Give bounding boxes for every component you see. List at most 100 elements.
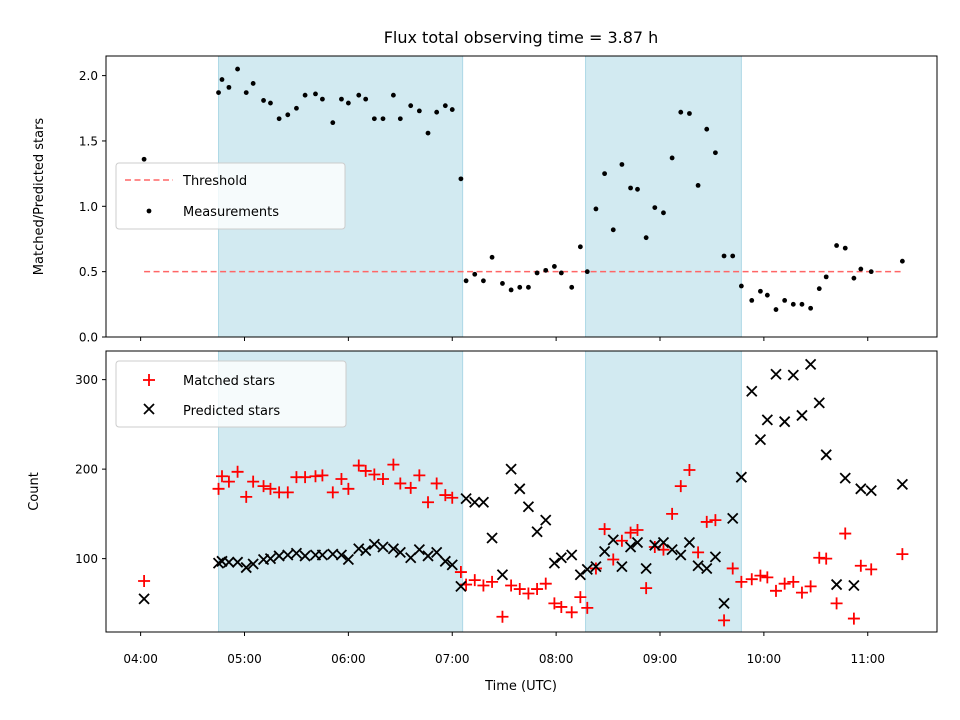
predicted-star-point — [581, 563, 593, 575]
matched-star-point — [692, 546, 705, 559]
legend-measurements-label: Measurements — [183, 205, 279, 220]
measurement-point — [782, 298, 788, 303]
x-tick-label: 10:00 — [747, 652, 782, 666]
measurement-point — [408, 103, 414, 109]
matched-star-point — [454, 566, 467, 579]
predicted-star-point — [316, 549, 329, 561]
matched-star-point — [368, 468, 381, 481]
predicted-star-point — [505, 463, 517, 475]
measurement-point — [345, 100, 351, 106]
predicted-star-point — [486, 532, 498, 544]
predicted-star-point — [405, 552, 417, 564]
measurement-point — [808, 305, 814, 311]
measurement-point — [226, 84, 232, 90]
bottom-legend-box — [115, 360, 347, 428]
matched-star-point — [769, 584, 782, 597]
matched-star-point — [589, 562, 602, 575]
x-tick-label: 08:00 — [539, 652, 574, 666]
measurement-point — [261, 98, 266, 103]
matched-star-point — [264, 482, 277, 495]
predicted-star-point — [422, 550, 434, 562]
matched-star-point — [468, 574, 481, 587]
matched-star-point — [778, 577, 791, 590]
matched-star-point — [555, 600, 568, 613]
matched-star-point — [430, 477, 443, 490]
measurement-point — [235, 66, 240, 72]
legend-predicted-swatch — [143, 403, 155, 415]
matched-star-point — [624, 526, 637, 539]
measurement-point — [678, 109, 684, 115]
bottom-axes-frame — [105, 350, 938, 633]
measurement-point — [823, 274, 829, 280]
matched-star-point — [413, 469, 426, 482]
matched-star-point — [718, 614, 731, 627]
matched-star-point — [281, 486, 294, 499]
matched-star-point — [631, 523, 644, 536]
matched-star-point — [231, 465, 244, 478]
legend-predicted-label: Predicted stars — [183, 404, 280, 419]
matched-star-point — [439, 489, 452, 502]
measurement-point — [577, 244, 583, 250]
predicted-star-point — [666, 544, 678, 556]
measurement-point — [773, 307, 779, 312]
measurement-point — [481, 278, 486, 284]
legend-matched-label: Matched stars — [183, 374, 275, 389]
predicted-star-point — [212, 557, 225, 569]
top-y-tick-label: 2.0 — [79, 69, 98, 83]
measurement-point — [635, 186, 640, 192]
measurement-point — [434, 109, 440, 115]
top-axes-frame — [105, 55, 938, 338]
matched-star-point — [839, 527, 852, 540]
legend-matched-swatch — [143, 374, 155, 386]
x-tick-label: 06:00 — [331, 652, 366, 666]
measurement-point — [463, 278, 469, 284]
measurement-point — [669, 155, 675, 161]
predicted-star-point — [683, 536, 696, 549]
measurement-point — [799, 301, 805, 307]
predicted-star-point — [566, 549, 578, 561]
matched-star-point — [316, 469, 329, 482]
predicted-star-point — [640, 562, 652, 575]
measurement-point — [243, 90, 249, 95]
predicted-star-point — [540, 514, 552, 526]
matched-star-point — [352, 459, 365, 472]
matched-star-point — [496, 610, 509, 623]
measurement-point — [593, 206, 599, 212]
matched-star-point — [607, 553, 620, 566]
legend-threshold-label: Threshold — [182, 174, 247, 189]
measurement-point — [219, 77, 225, 82]
matched-star-point — [342, 482, 355, 495]
legend-measurements-swatch — [146, 208, 152, 214]
matched-star-point — [404, 481, 417, 494]
top-y-tick-label: 1.5 — [79, 134, 98, 148]
matched-star-point — [326, 486, 339, 499]
measurement-point — [390, 92, 396, 98]
measurement-point — [790, 301, 796, 307]
measurement-point — [216, 90, 221, 95]
predicted-star-point — [770, 368, 782, 380]
measurement-point — [643, 235, 649, 241]
predicted-star-point — [455, 580, 467, 592]
matched-star-point — [539, 577, 552, 590]
predicted-star-point — [555, 552, 567, 564]
matched-star-point — [615, 534, 628, 547]
matched-star-point — [377, 472, 389, 485]
matched-star-point — [709, 514, 722, 527]
matched-star-point — [830, 597, 843, 610]
measurement-point — [141, 156, 147, 162]
measurement-point — [380, 116, 386, 122]
predicted-star-point — [607, 534, 619, 546]
predicted-star-point — [709, 551, 722, 563]
predicted-star-point — [865, 484, 877, 497]
predicted-star-point — [574, 569, 586, 581]
bottom-x-ticks: 04:00 05:00 06:00 07:00 08:00 09:00 10:00 11:00 — [123, 632, 885, 666]
predicted-star-point — [353, 543, 365, 555]
measurement-point — [834, 243, 839, 248]
predicted-star-point — [514, 483, 526, 495]
matched-star-point — [477, 579, 490, 592]
matched-star-point — [299, 471, 312, 484]
measurement-point — [526, 284, 531, 290]
predicted-star-point — [290, 547, 303, 559]
predicted-star-point — [413, 544, 425, 556]
measurement-point — [713, 150, 718, 156]
